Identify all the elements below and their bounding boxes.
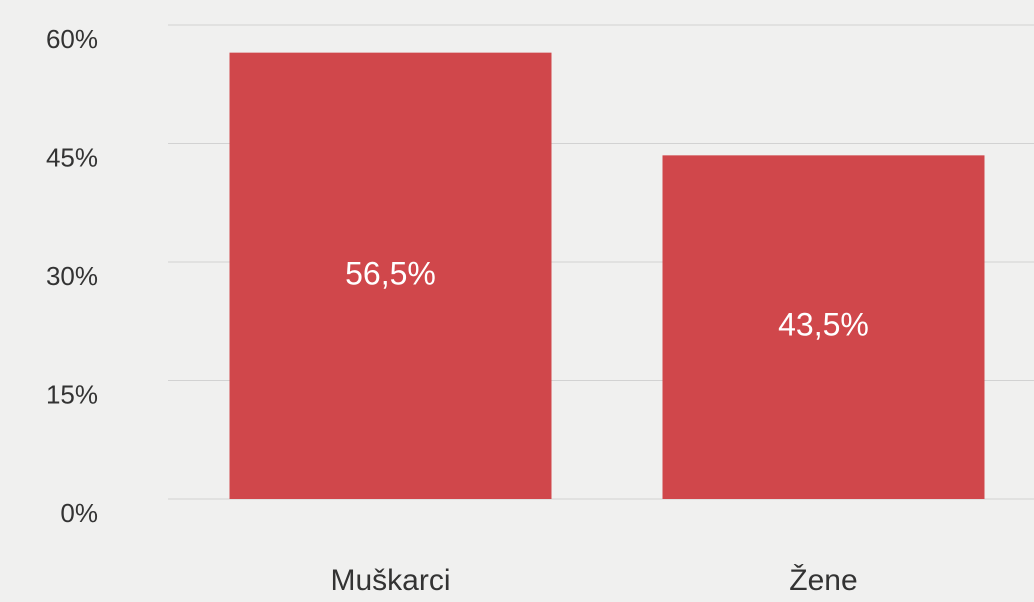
data-label: 56,5% xyxy=(345,255,436,291)
bar xyxy=(229,52,552,500)
y-tick-label: 30% xyxy=(46,261,98,291)
y-tick-label: 15% xyxy=(46,379,98,409)
y-tick-label: 45% xyxy=(46,142,98,172)
x-tick-label: Muškarci xyxy=(330,564,450,597)
x-tick-label: Žene xyxy=(789,564,857,597)
bar xyxy=(662,155,985,499)
y-tick-label: 60% xyxy=(46,24,98,54)
data-label: 43,5% xyxy=(778,307,869,343)
y-tick-label: 0% xyxy=(60,498,98,528)
